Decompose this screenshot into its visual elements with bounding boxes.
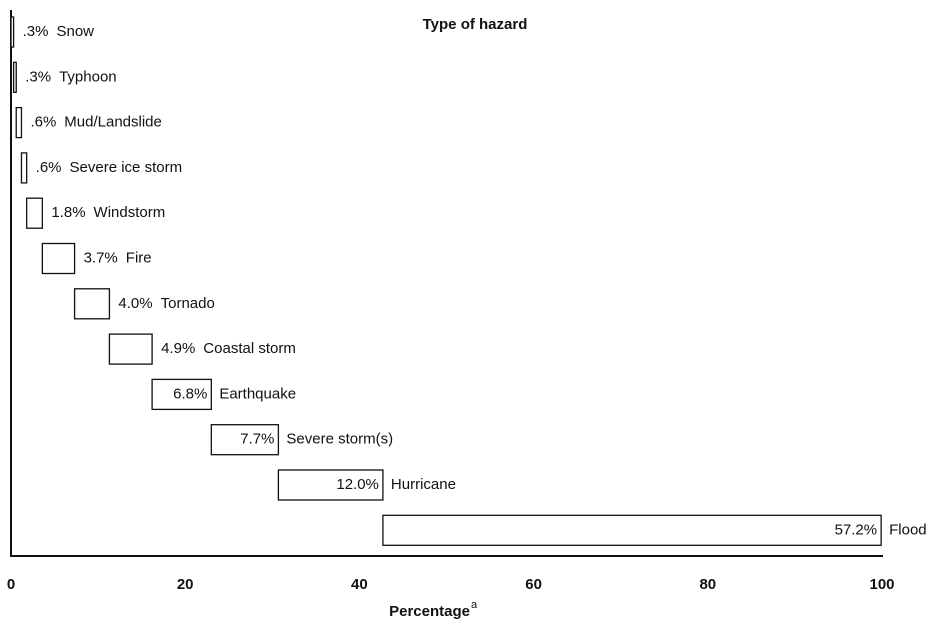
x-tick-label: 0 <box>7 576 15 593</box>
value-label: .3% <box>23 23 49 40</box>
x-tick-label: 20 <box>177 576 194 593</box>
value-label: 57.2% <box>835 521 878 538</box>
category-label: Tornado <box>161 295 215 312</box>
bar <box>26 197 44 229</box>
bar <box>10 16 15 48</box>
value-label: 3.7% <box>84 249 118 266</box>
category-label: Mud/Landslide <box>64 114 162 131</box>
value-label: 6.8% <box>173 385 207 402</box>
bar <box>15 106 23 139</box>
x-tick-label: 100 <box>869 576 894 593</box>
bar <box>210 424 280 456</box>
category-label: Typhoon <box>59 68 117 85</box>
category-label: Fire <box>126 249 152 266</box>
bar <box>277 469 384 501</box>
value-label: 12.0% <box>336 476 379 493</box>
bar <box>108 333 153 365</box>
category-label: Snow <box>56 23 94 40</box>
bar <box>382 514 882 546</box>
category-label: Severe ice storm <box>70 159 183 176</box>
value-label: 4.9% <box>161 340 195 357</box>
value-label: .6% <box>36 159 62 176</box>
bar <box>20 152 28 184</box>
x-tick-label: 40 <box>351 576 368 593</box>
category-label: Severe storm(s) <box>286 431 393 448</box>
bar <box>41 242 76 275</box>
value-label: .6% <box>30 114 56 131</box>
value-label: .3% <box>25 68 51 85</box>
category-label: Hurricane <box>391 476 456 493</box>
x-tick-label: 80 <box>699 576 716 593</box>
bar <box>12 61 17 93</box>
value-label: 4.0% <box>118 295 152 312</box>
bar <box>151 378 212 411</box>
category-label: Coastal storm <box>203 340 296 357</box>
category-label: Earthquake <box>219 385 296 402</box>
x-tick-label: 60 <box>525 576 542 593</box>
bar <box>73 288 111 320</box>
x-axis-label: Percentage <box>389 603 470 620</box>
value-label: 1.8% <box>51 204 85 221</box>
value-label: 7.7% <box>240 431 274 448</box>
category-label: Windstorm <box>94 204 166 221</box>
chart-title: Type of hazard <box>423 16 528 33</box>
x-axis-label-note: a <box>471 599 478 611</box>
category-label: Flood <box>889 521 927 538</box>
